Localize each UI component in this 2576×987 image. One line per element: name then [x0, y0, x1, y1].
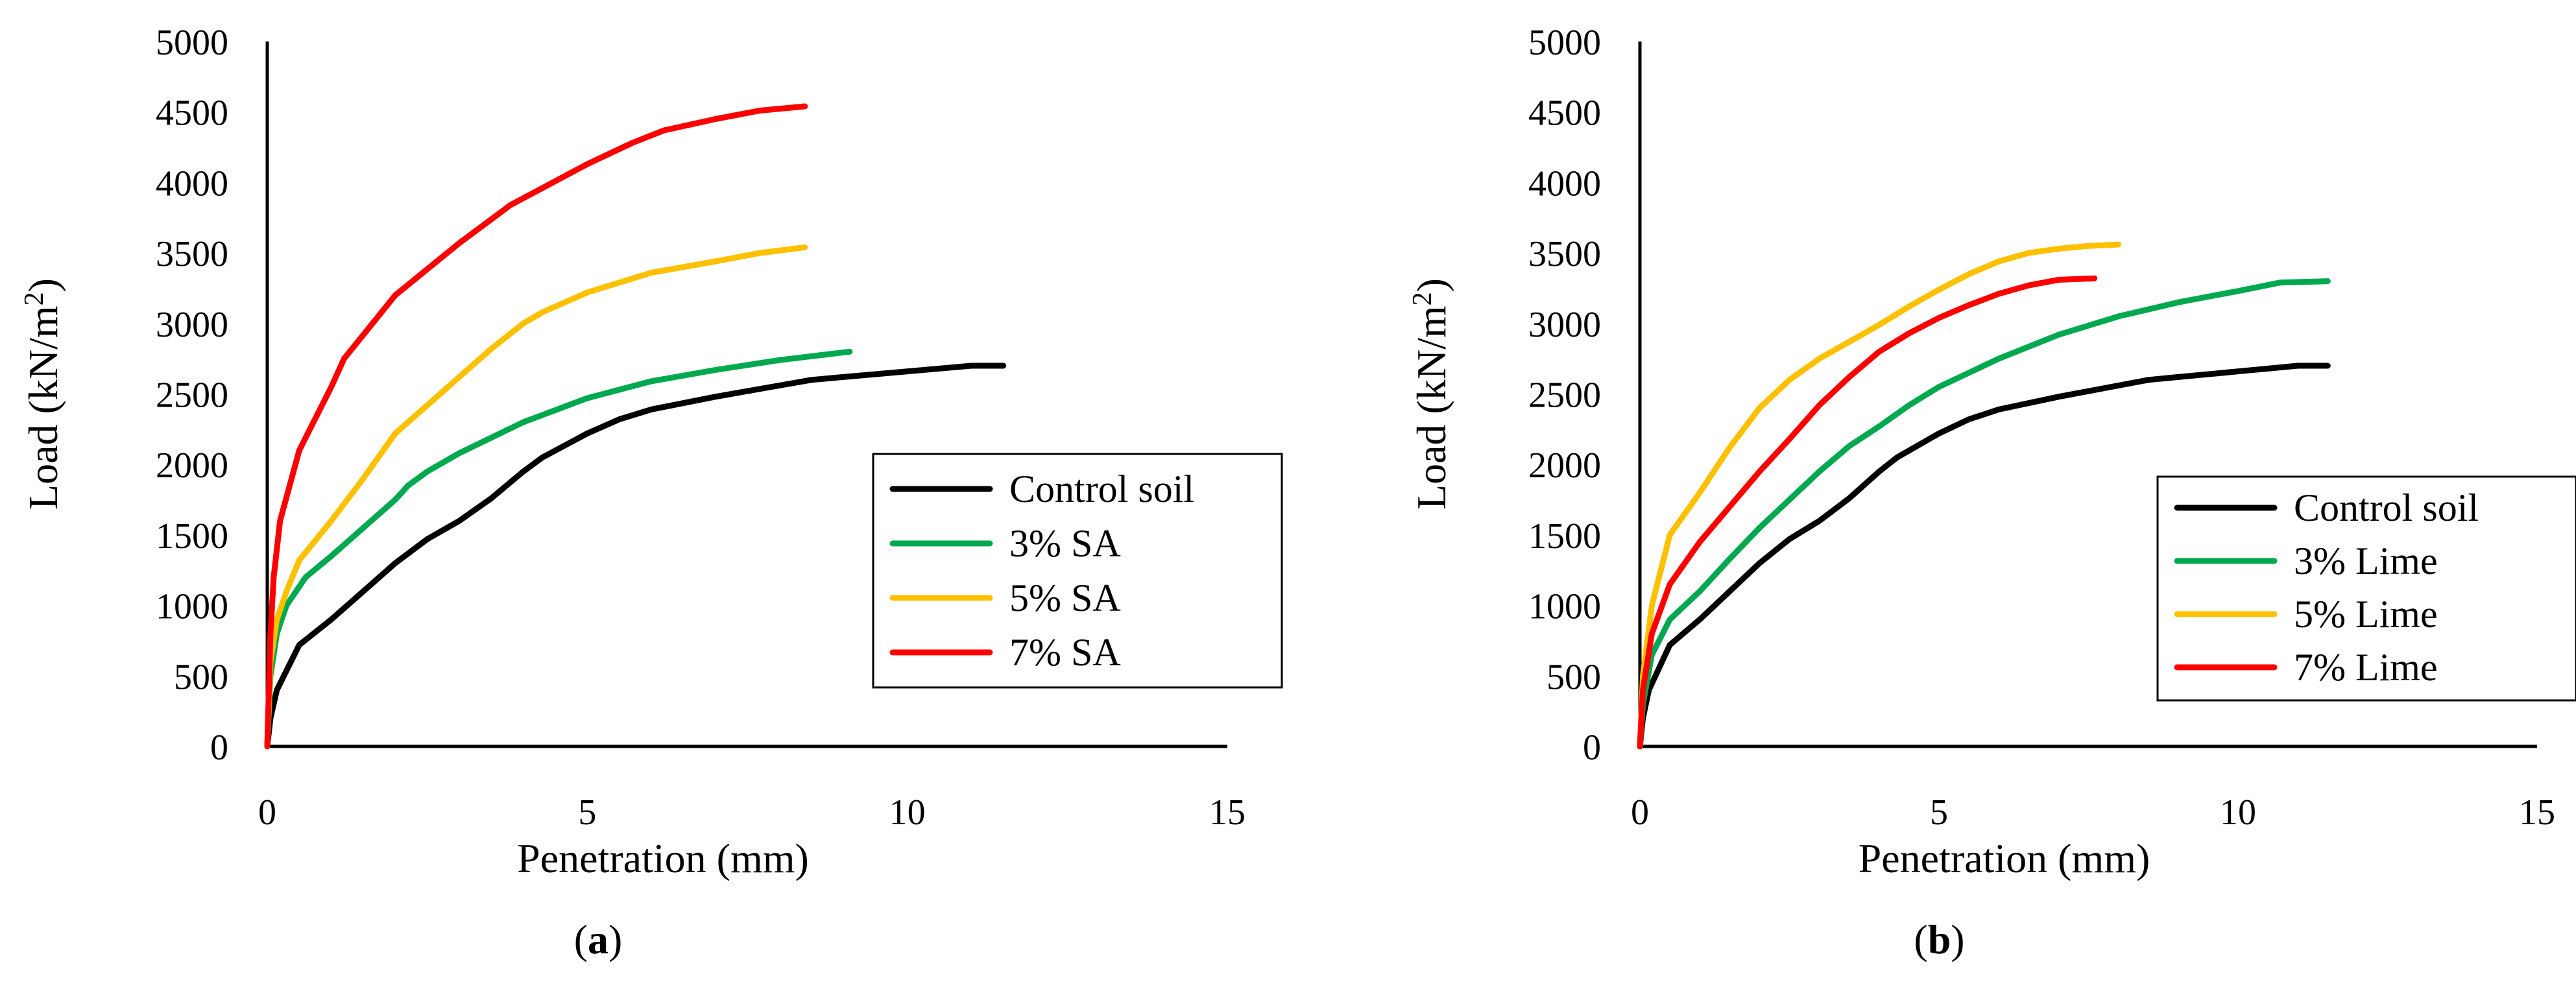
y-tick-label: 0	[1583, 728, 1601, 768]
series-line-7-lime	[1637, 275, 2098, 750]
x-tick-label: 5	[1930, 792, 1948, 833]
series-line-5-lime	[1637, 241, 2122, 750]
x-tick-label: 10	[2220, 792, 2256, 833]
x-tick-label: 5	[578, 792, 596, 833]
series-line-3-lime	[1637, 278, 2331, 750]
legend-label: 3% Lime	[2294, 540, 2438, 582]
legend-box	[872, 453, 1283, 689]
x-tick-label: 10	[889, 792, 926, 833]
series-line-5-sa	[264, 244, 808, 750]
series-line-7-sa	[264, 103, 808, 750]
y-tick-label: 5000	[1528, 23, 1601, 63]
y-axis-title: Load (kN/m2)	[1408, 278, 1454, 510]
x-tick-label: 15	[1209, 792, 1246, 833]
legend-label: 7% SA	[1009, 631, 1121, 674]
y-axis-title: Load (kN/m2)	[19, 278, 66, 510]
x-axis-title: Penetration (mm)	[1859, 835, 2150, 881]
y-tick-label: 2500	[156, 375, 228, 416]
y-tick-label: 3000	[1528, 305, 1601, 345]
legend-label: 7% Lime	[2294, 646, 2438, 689]
y-tick-label: 2000	[1528, 446, 1601, 486]
legend: Control soil 3% SA 5% SA 7% SA	[872, 453, 1283, 689]
legend-label: 3% SA	[1009, 522, 1121, 565]
y-tick-label: 0	[210, 728, 228, 768]
legend-label: 5% SA	[1009, 577, 1121, 619]
y-tick-label: 4000	[1528, 163, 1601, 204]
y-tick-label: 2500	[1528, 375, 1601, 416]
y-tick-label: 3500	[156, 234, 228, 274]
legend: Control soil 3% Lime 5% Lime 7% Lime	[2156, 475, 2576, 702]
y-tick-label: 1000	[156, 587, 228, 627]
y-tick-label: 3500	[1528, 234, 1601, 274]
y-tick-label: 1500	[156, 516, 228, 556]
x-tick-label: 15	[2519, 792, 2555, 833]
series-line-control-soil	[1637, 363, 2331, 750]
y-tick-label: 5000	[156, 23, 228, 63]
legend-label: Control soil	[2294, 486, 2479, 529]
y-tick-label: 4500	[1528, 93, 1601, 134]
x-tick-label: 0	[1631, 792, 1649, 833]
chart-panel-b: 0 500 1000 1500 2000 2500 3000 3500 4000 4500 5000…	[1408, 23, 2576, 962]
panel-label: (b)	[1914, 916, 1964, 962]
x-tick-label: 0	[258, 792, 276, 833]
y-tick-label: 2000	[156, 446, 228, 486]
y-tick-label: 500	[1547, 657, 1601, 697]
y-tick-label: 500	[174, 657, 228, 697]
chart-panel-a: 0 500 1000 1500 2000 2500 3000 3500 4000 4500 5000…	[19, 23, 1283, 962]
panel-label: (a)	[574, 916, 623, 962]
legend-box	[2156, 475, 2576, 702]
y-tick-label: 1000	[1528, 587, 1601, 627]
y-tick-label: 4000	[156, 163, 228, 204]
y-tick-label: 3000	[156, 305, 228, 345]
series-line-3-sa	[264, 348, 853, 750]
legend-label: 5% Lime	[2294, 593, 2438, 636]
y-tick-label: 4500	[156, 93, 228, 134]
x-axis-title: Penetration (mm)	[517, 835, 809, 881]
series-line-control-soil	[264, 363, 1007, 750]
y-tick-label: 1500	[1528, 516, 1601, 556]
legend-label: Control soil	[1009, 468, 1194, 510]
